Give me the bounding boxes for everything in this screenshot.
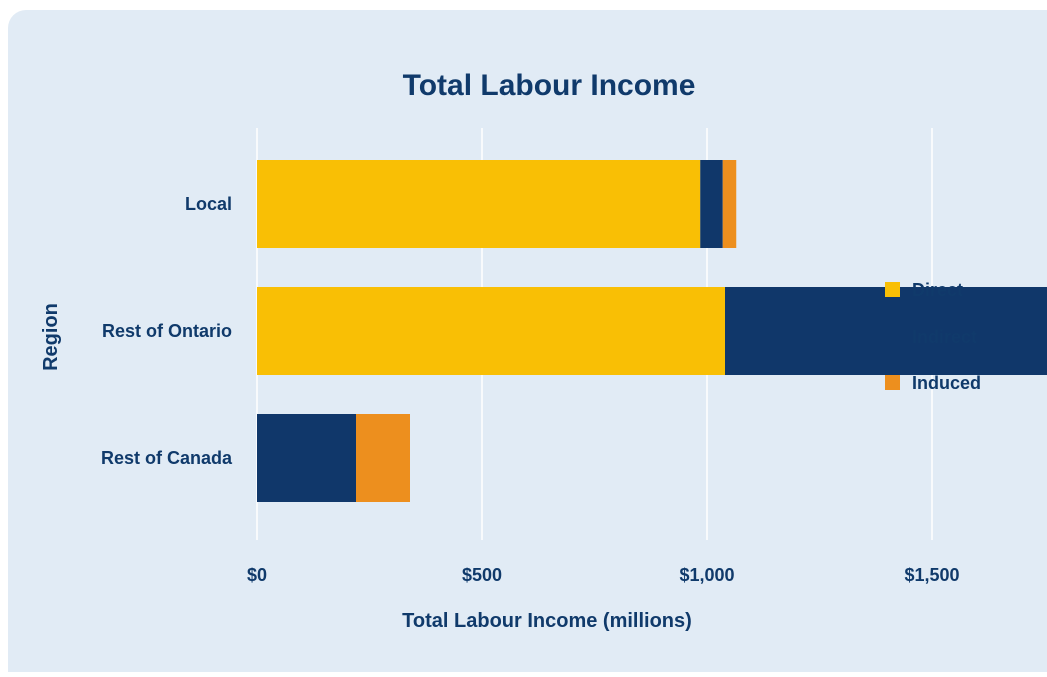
category-labels: Local Rest of Ontario Rest of Canada	[101, 194, 233, 468]
bar-indirect-2	[257, 414, 356, 502]
legend-label-indirect: Indirect	[912, 327, 977, 347]
legend-swatch-direct	[885, 282, 900, 297]
x-tick-label: $0	[247, 565, 267, 585]
legend-swatch-induced	[885, 375, 900, 390]
x-tick-label: $1,000	[679, 565, 734, 585]
category-label: Rest of Ontario	[102, 321, 232, 341]
chart-title: Total Labour Income	[403, 69, 696, 102]
labour-income-chart: Total Labour Income Local Rest of Ontario…	[40, 69, 1047, 632]
bar-indirect-0	[700, 160, 723, 248]
bars	[257, 160, 1047, 502]
chart-card: Total Labour Income Local Rest of Ontario…	[8, 10, 1047, 672]
y-axis-title: Region	[40, 303, 62, 371]
legend-label-direct: Direct	[912, 280, 963, 300]
legend-label-induced: Induced	[912, 373, 981, 393]
legend: Direct Indirect Induced	[885, 280, 981, 393]
bar-direct-0	[257, 160, 701, 248]
bar-direct-1	[257, 287, 725, 375]
bar-induced-0	[722, 160, 737, 248]
bar-induced-2	[356, 414, 410, 502]
x-tick-label: $500	[462, 565, 502, 585]
category-label: Rest of Canada	[101, 448, 233, 468]
x-tick-labels: $0$500$1,000$1,500$2,000$2,500	[247, 565, 960, 585]
legend-swatch-indirect	[885, 329, 900, 344]
category-label: Local	[185, 194, 232, 214]
x-axis-title: Total Labour Income (millions)	[402, 610, 692, 632]
x-tick-label: $1,500	[904, 565, 959, 585]
